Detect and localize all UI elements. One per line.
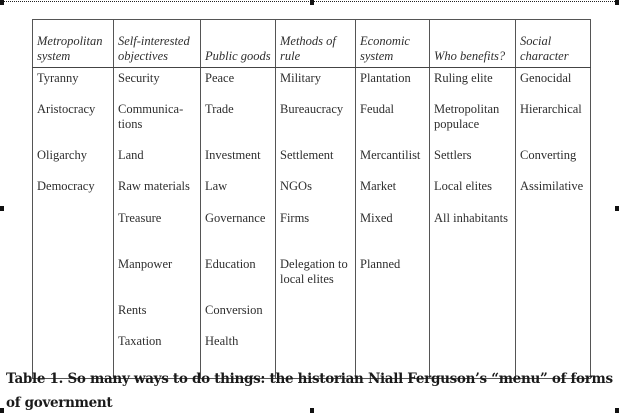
- table-cell: Converting: [515, 144, 591, 176]
- column-header: Economic system: [355, 19, 430, 68]
- column-header: Public goods: [200, 19, 276, 68]
- table-cell: [429, 330, 516, 379]
- table-cell: [275, 299, 356, 331]
- table-cell: [355, 330, 430, 379]
- table-cell: Law: [200, 175, 276, 208]
- table-cell: Health: [200, 330, 276, 379]
- table-cell: Planned: [355, 253, 430, 300]
- table-row: Oligarchy Land Investment Settlement Mercant…: [33, 144, 591, 176]
- table-cell: Bureaucracy: [275, 98, 356, 145]
- table-cell: [515, 207, 591, 254]
- table-cell: Peace: [200, 67, 276, 99]
- table-cell: Military: [275, 67, 356, 99]
- resize-handle[interactable]: [310, 408, 314, 413]
- table-cell: Democracy: [37, 178, 95, 193]
- column-header: Who benefits?: [429, 19, 516, 68]
- table-cell: [515, 330, 591, 379]
- table-cell: Delegation to local elites: [275, 253, 356, 300]
- resize-handle[interactable]: [615, 206, 619, 211]
- table-cell: Local elites: [429, 175, 516, 208]
- table-cell: Ruling elite: [429, 67, 516, 99]
- column-header: Social character: [515, 19, 591, 68]
- table-cell: Conversion: [200, 299, 276, 331]
- table-cell: [33, 208, 114, 254]
- table-cell: Treasure: [113, 207, 201, 254]
- table-cell: Education: [200, 253, 276, 300]
- table-cell: Settlement: [275, 144, 356, 176]
- table-cell: Land: [113, 144, 201, 176]
- table-row: Rents Conversion: [33, 299, 591, 331]
- table-cell: Mixed: [355, 207, 430, 254]
- table-cell: Manpower: [113, 253, 201, 300]
- table-cell: Communica-tions: [113, 98, 201, 145]
- table-cell: Tyranny: [37, 71, 79, 85]
- table-cell: Plantation: [355, 67, 430, 99]
- table-cell: Oligarchy: [37, 147, 87, 162]
- table-cell: Governance: [200, 207, 276, 254]
- table-cell: Taxation: [113, 330, 201, 379]
- table-cell: Investment: [200, 144, 276, 176]
- column-header: Metropolitan system: [32, 19, 114, 68]
- resize-handle[interactable]: [0, 0, 4, 5]
- resize-handle[interactable]: [0, 206, 4, 211]
- table-cell: Trade: [200, 98, 276, 145]
- table-cell: Rents: [113, 299, 201, 331]
- column-header: Methods of rule: [275, 19, 356, 68]
- table-cell: Firms: [275, 207, 356, 254]
- table-cell: Settlers: [429, 144, 516, 176]
- table-caption: Table 1. So many ways to do things: the …: [6, 371, 613, 411]
- table-cell: [429, 253, 516, 300]
- table-cell: [429, 299, 516, 331]
- resize-handle[interactable]: [310, 0, 314, 5]
- table-cell: NGOs: [275, 175, 356, 208]
- table-row: Treasure Governance Firms Mixed All inhabita…: [33, 207, 591, 254]
- table-cell: Aristocracy: [37, 101, 96, 116]
- selection-border: [0, 1, 619, 2]
- resize-handle[interactable]: [615, 408, 619, 413]
- table-row: Manpower Education Delegation to local eli…: [33, 253, 591, 300]
- table-cell: Security: [113, 67, 201, 99]
- table-cell: [515, 299, 591, 331]
- column-header: Self-interested objectives: [113, 19, 201, 68]
- table-cell: Mercantilist: [355, 144, 430, 176]
- forms-of-government-table: Metropolitan system Self-interested obje…: [32, 19, 591, 379]
- table-cell: [33, 254, 114, 300]
- table-cell: Feudal: [355, 98, 430, 145]
- table-row: Aristocracy Communica-tions Trade Bureaucra…: [33, 98, 591, 145]
- table-cell: [515, 253, 591, 300]
- resize-handle[interactable]: [615, 0, 619, 5]
- table-row: Taxation Health: [33, 330, 591, 379]
- table-cell: All inhabitants: [429, 207, 516, 254]
- header-row: Metropolitan system Self-interested obje…: [32, 19, 591, 68]
- table-cell: Market: [355, 175, 430, 208]
- table-cell: Assimilative: [515, 175, 591, 208]
- table-cell: Hierarchical: [515, 98, 591, 145]
- table-row: Tyranny Security Peace Military Plantation Ru…: [33, 67, 591, 99]
- table-cell: [33, 300, 114, 331]
- resize-handle[interactable]: [0, 408, 4, 413]
- table-cell: Genocidal: [515, 67, 591, 99]
- table-cell: Metropolitan populace: [429, 98, 516, 145]
- table-row: Democracy Raw materials Law NGOs Market Local…: [33, 175, 591, 208]
- table-cell: [355, 299, 430, 331]
- table-cell: Raw materials: [113, 175, 201, 208]
- table-cell: [275, 330, 356, 379]
